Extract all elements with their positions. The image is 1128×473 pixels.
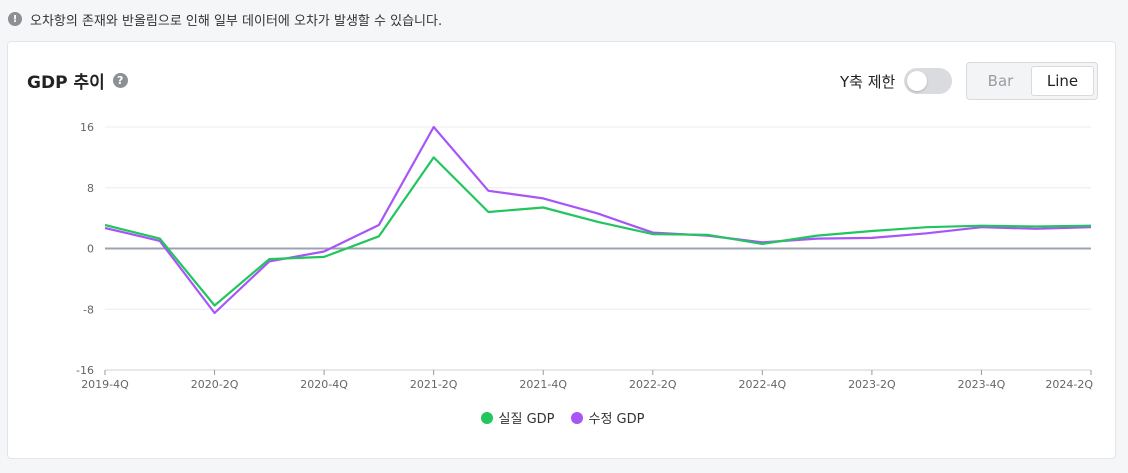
notice: ! 오차항의 존재와 반올림으로 인해 일부 데이터에 오차가 발생할 수 있습… (8, 9, 442, 29)
y-tick-label: 16 (80, 121, 94, 134)
x-tick-label: 2023-4Q (958, 378, 1006, 391)
legend-label-real-gdp: 실질 GDP (498, 412, 555, 427)
gdp-chart-card: GDP 추이 ? Y축 제한 Bar Line 16 8 0 -8 -16 2019-4Q… (7, 41, 1116, 459)
yaxis-limit-control: Y축 제한 (840, 68, 953, 94)
x-tick-label: 2021-2Q (410, 378, 458, 391)
y-tick-label: -16 (76, 364, 94, 377)
x-tick-label: 2021-4Q (519, 378, 567, 391)
exclamation-icon: ! (8, 12, 22, 26)
x-tick-label: 2022-4Q (739, 378, 787, 391)
notice-text: 오차항의 존재와 반올림으로 인해 일부 데이터에 오차가 발생할 수 있습니다… (30, 13, 443, 29)
legend-item-revised-gdp[interactable]: 수정 GDP (570, 408, 645, 427)
legend-dot-revised-gdp (570, 411, 583, 424)
x-tick-label: 2020-4Q (300, 378, 348, 391)
y-tick-label: 0 (87, 243, 94, 256)
x-tick-label: 2024-2Q (1045, 378, 1093, 391)
series-line-real-gdp (104, 156, 1092, 307)
legend-dot-real-gdp (480, 411, 493, 424)
chart-type-switch: Bar Line (966, 62, 1098, 100)
legend-item-real-gdp[interactable]: 실질 GDP (480, 408, 555, 427)
yaxis-limit-label: Y축 제한 (840, 72, 896, 91)
chart-legend: 실질 GDP 수정 GDP (8, 408, 1117, 427)
x-tick-label: 2020-2Q (191, 378, 239, 391)
card-title: GDP 추이 (27, 73, 105, 93)
series-line-revised-gdp (104, 125, 1092, 315)
card-header: GDP 추이 ? (27, 68, 128, 93)
x-tick-label: 2023-2Q (848, 378, 896, 391)
x-tick-label: 2019-4Q (81, 378, 129, 391)
line-option-button[interactable]: Line (1031, 66, 1094, 96)
legend-label-revised-gdp: 수정 GDP (588, 412, 645, 427)
toggle-knob (907, 71, 928, 91)
bar-option-button[interactable]: Bar (987, 72, 1014, 90)
question-icon[interactable]: ? (112, 73, 128, 88)
x-tick-label: 2022-2Q (629, 378, 677, 391)
y-tick-label: 8 (87, 182, 94, 195)
y-tick-label: -8 (83, 303, 94, 316)
yaxis-limit-toggle[interactable] (904, 68, 953, 94)
